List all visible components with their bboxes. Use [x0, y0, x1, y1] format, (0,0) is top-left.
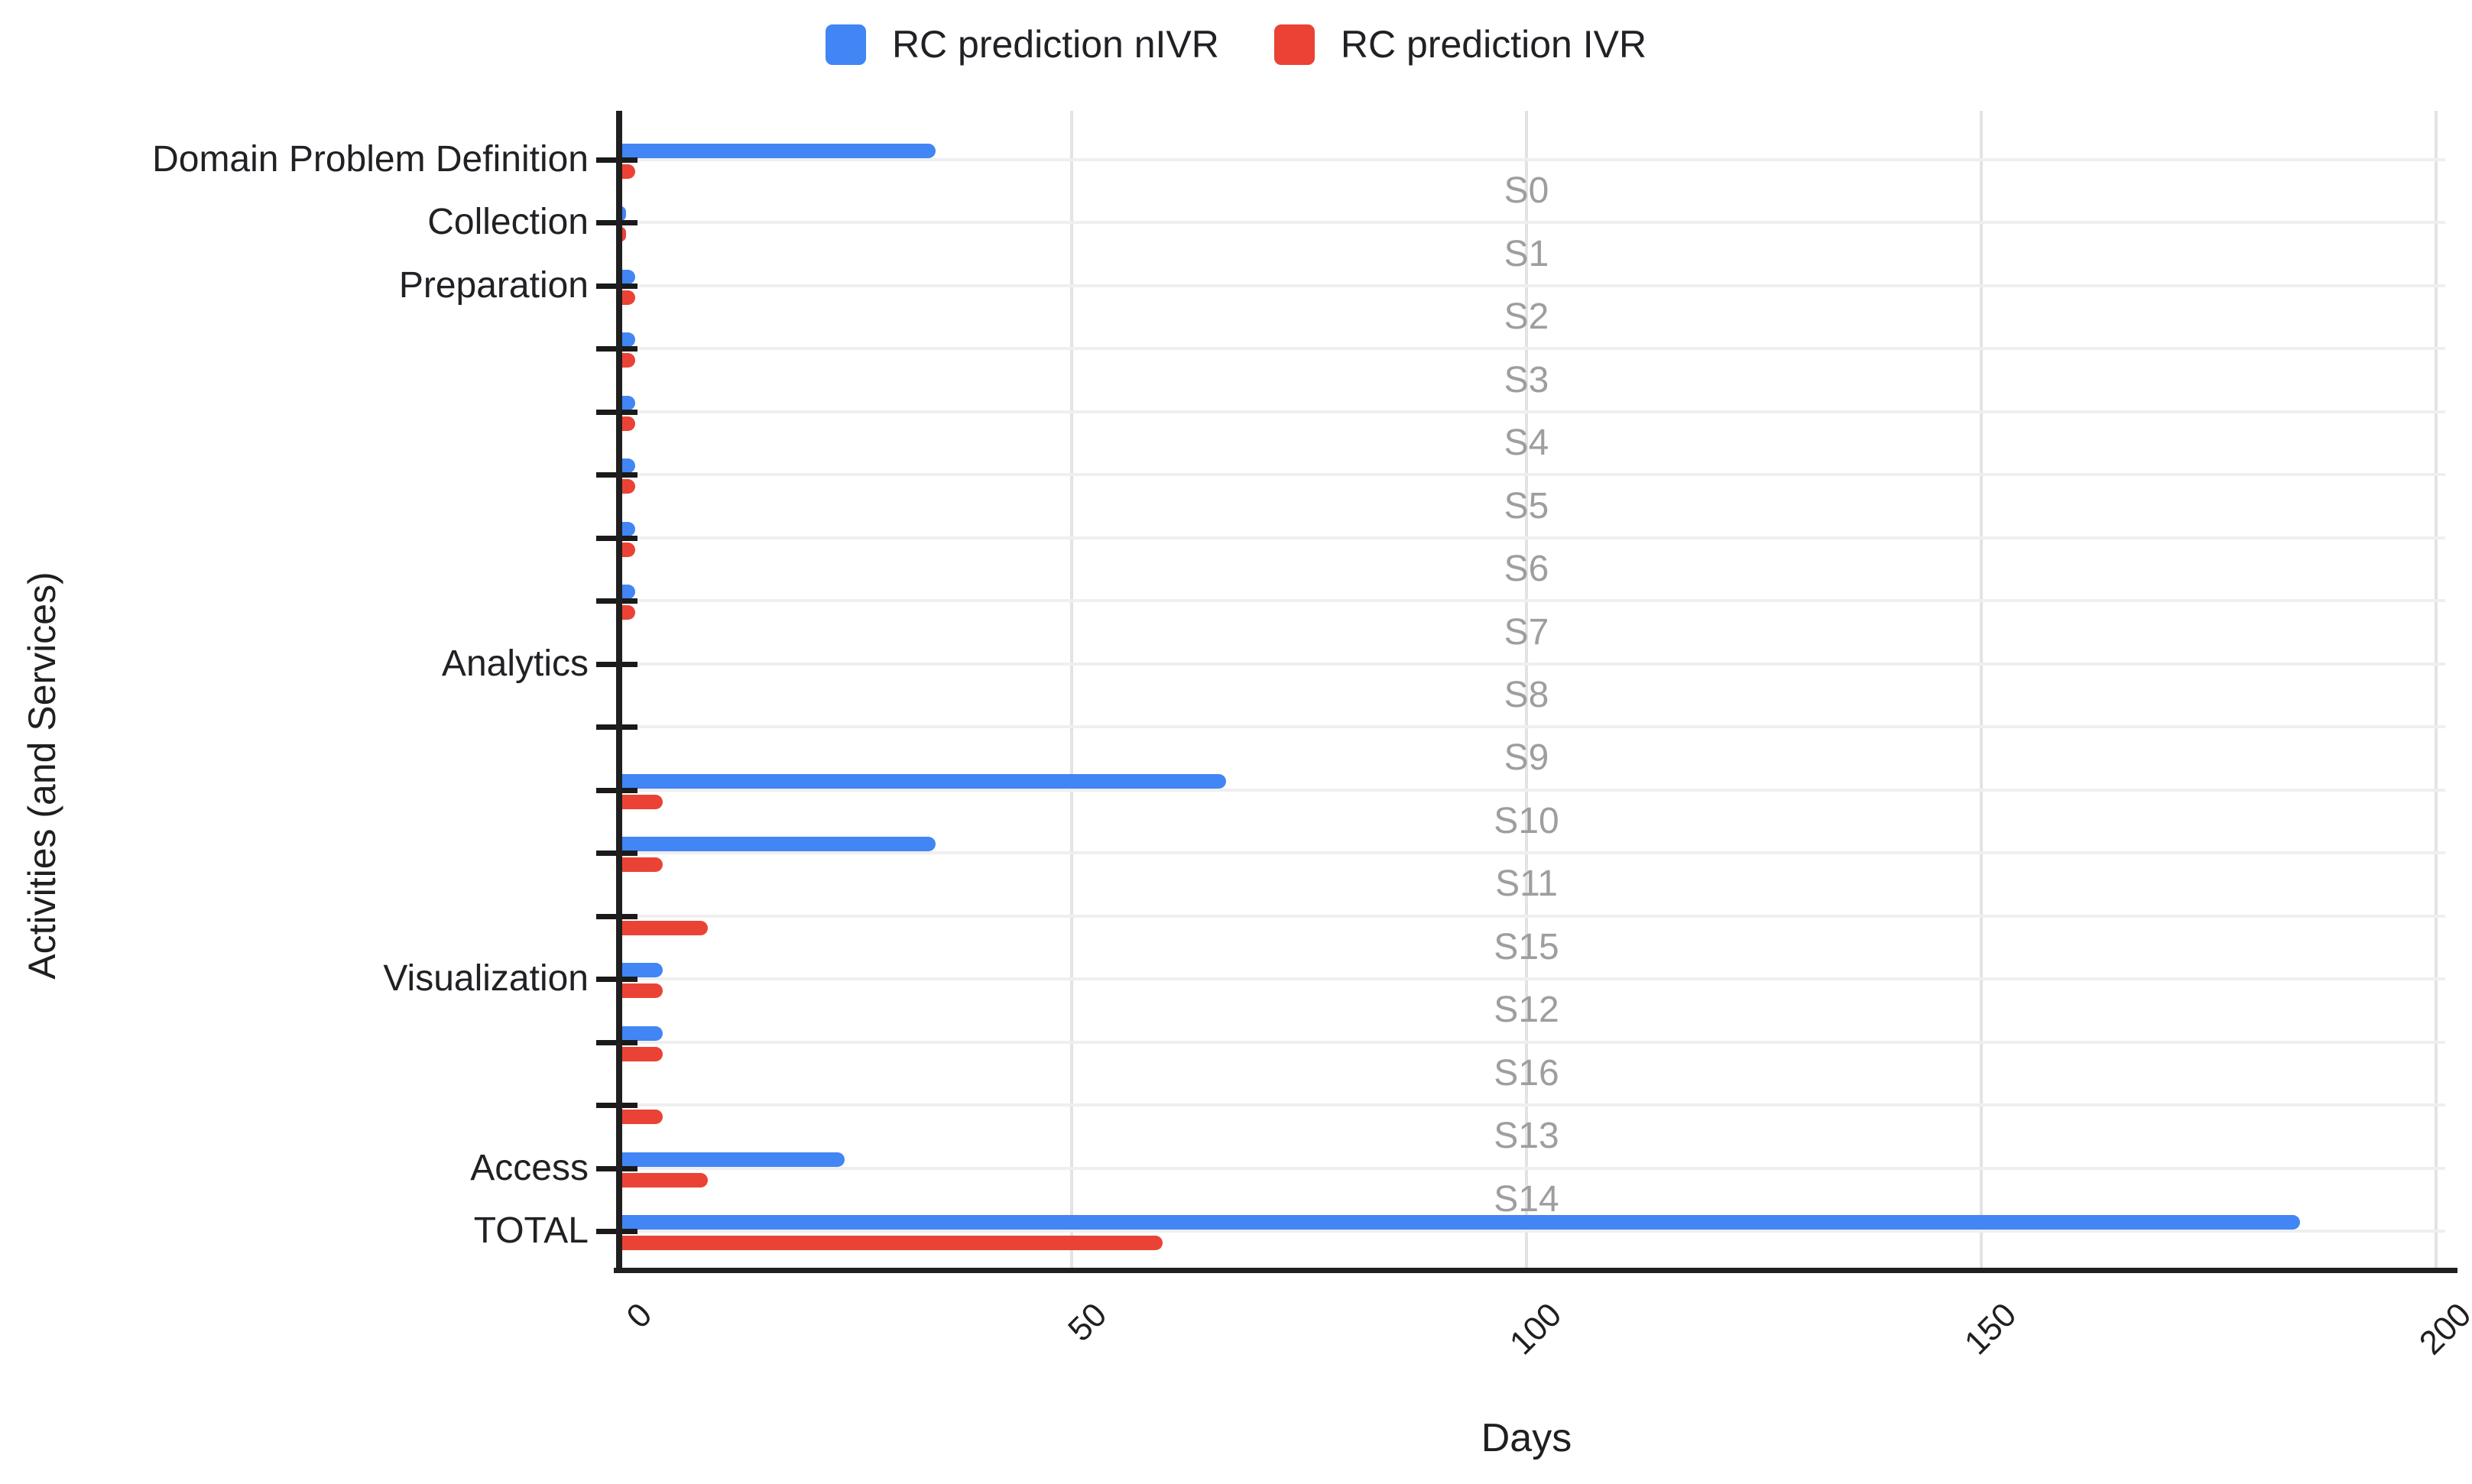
legend-label-ivr: RC prediction IVR: [1340, 23, 1647, 66]
bar-nivr-Domain Problem Definition[interactable]: [621, 144, 936, 158]
bar-ivr-row15[interactable]: [621, 1110, 663, 1125]
horizontal-gridline: [618, 788, 2445, 792]
category-label-preparation: Preparation: [398, 264, 589, 306]
y-axis-title: Activities (and Services): [21, 572, 63, 980]
horizontal-gridline: [618, 914, 2445, 918]
bar-nivr-row7[interactable]: [621, 585, 635, 600]
bar-ivr-Preparation[interactable]: [621, 290, 635, 305]
bar-ivr-Collection[interactable]: [621, 227, 626, 242]
bar-nivr-Preparation[interactable]: [621, 269, 635, 284]
legend-swatch-ivr-icon: [1273, 24, 1315, 65]
horizontal-gridline: [618, 158, 2445, 161]
x-tick-label-150: 150: [1957, 1295, 2024, 1362]
horizontal-gridline: [618, 536, 2445, 539]
horizontal-gridline: [618, 725, 2445, 729]
service-label-s4: S4: [1504, 423, 1549, 464]
legend: RC prediction nIVR RC prediction IVR: [0, 14, 2472, 75]
service-label-s1: S1: [1504, 233, 1549, 274]
service-label-s12: S12: [1494, 990, 1559, 1031]
service-label-s14: S14: [1494, 1178, 1559, 1220]
horizontal-gridline: [618, 662, 2445, 666]
service-label-s6: S6: [1504, 549, 1549, 590]
category-label-domain-problem-definition: Domain Problem Definition: [152, 139, 589, 180]
bar-nivr-row4[interactable]: [621, 395, 635, 410]
bar-nivr-TOTAL[interactable]: [621, 1214, 2300, 1230]
bar-ivr-row5[interactable]: [621, 479, 635, 494]
bar-nivr-row10[interactable]: [621, 773, 1227, 789]
bar-ivr-row4[interactable]: [621, 416, 635, 431]
x-axis-title: Days: [1481, 1416, 1572, 1460]
horizontal-gridline: [618, 1166, 2445, 1170]
service-label-s9: S9: [1504, 737, 1549, 779]
vertical-gridline: [1070, 111, 1073, 1271]
bar-ivr-Domain Problem Definition[interactable]: [621, 164, 635, 179]
x-axis-baseline: [614, 1268, 2457, 1273]
service-label-s16: S16: [1494, 1052, 1559, 1094]
horizontal-gridline: [618, 473, 2445, 477]
horizontal-gridline: [618, 221, 2445, 225]
legend-swatch-nivr-icon: [825, 24, 866, 65]
service-label-s10: S10: [1494, 800, 1559, 841]
bar-ivr-row7[interactable]: [621, 605, 635, 620]
horizontal-gridline: [618, 1040, 2445, 1044]
service-label-s0: S0: [1504, 170, 1549, 212]
category-label-collection: Collection: [427, 202, 589, 243]
service-label-s11: S11: [1495, 864, 1558, 905]
service-label-s8: S8: [1504, 674, 1549, 715]
horizontal-gridline: [618, 599, 2445, 603]
horizontal-gridline: [618, 347, 2445, 351]
bar-ivr-row14[interactable]: [621, 1046, 663, 1061]
category-label-analytics: Analytics: [441, 643, 589, 684]
bar-ivr-row12[interactable]: [621, 920, 708, 935]
bar-nivr-row14[interactable]: [621, 1026, 663, 1041]
service-label-s15: S15: [1494, 926, 1559, 967]
service-label-s13: S13: [1494, 1116, 1559, 1157]
category-label-total: TOTAL: [473, 1210, 589, 1251]
horizontal-gridline: [618, 851, 2445, 855]
bar-ivr-Visualization[interactable]: [621, 983, 663, 999]
bar-ivr-row10[interactable]: [621, 794, 663, 809]
horizontal-gridline: [618, 1103, 2445, 1107]
bar-nivr-Collection[interactable]: [621, 206, 626, 222]
bar-nivr-Visualization[interactable]: [621, 963, 663, 978]
bar-nivr-row11[interactable]: [621, 837, 936, 852]
bar-nivr-Access[interactable]: [621, 1152, 845, 1167]
bar-nivr-row6[interactable]: [621, 521, 635, 536]
y-axis-line: [616, 111, 622, 1271]
horizontal-gridline: [618, 977, 2445, 981]
bar-ivr-Access[interactable]: [621, 1172, 708, 1188]
x-tick-label-100: 100: [1502, 1295, 1569, 1362]
service-label-s7: S7: [1504, 611, 1549, 653]
horizontal-gridline: [618, 1229, 2445, 1233]
x-tick-label-0: 0: [619, 1295, 660, 1336]
bar-ivr-row3[interactable]: [621, 353, 635, 368]
bar-nivr-row5[interactable]: [621, 458, 635, 474]
service-label-s2: S2: [1504, 296, 1549, 338]
category-label-access: Access: [470, 1147, 589, 1188]
legend-label-nivr: RC prediction nIVR: [891, 23, 1219, 66]
bar-ivr-row11[interactable]: [621, 857, 663, 873]
bar-ivr-TOTAL[interactable]: [621, 1235, 1163, 1250]
vertical-gridline: [2435, 111, 2438, 1271]
category-label-visualization: Visualization: [383, 958, 589, 1000]
legend-item-nivr[interactable]: RC prediction nIVR: [825, 22, 1219, 66]
legend-item-ivr[interactable]: RC prediction IVR: [1273, 22, 1647, 66]
vertical-gridline: [1980, 111, 1983, 1271]
bar-nivr-row3[interactable]: [621, 332, 635, 348]
service-label-s3: S3: [1504, 359, 1549, 400]
x-tick-label-200: 200: [2412, 1295, 2472, 1362]
x-tick-label-50: 50: [1061, 1295, 1114, 1349]
service-label-s5: S5: [1504, 485, 1549, 527]
horizontal-gridline: [618, 284, 2445, 287]
bar-ivr-row6[interactable]: [621, 542, 635, 557]
horizontal-gridline: [618, 410, 2445, 413]
vertical-gridline: [1525, 111, 1528, 1271]
